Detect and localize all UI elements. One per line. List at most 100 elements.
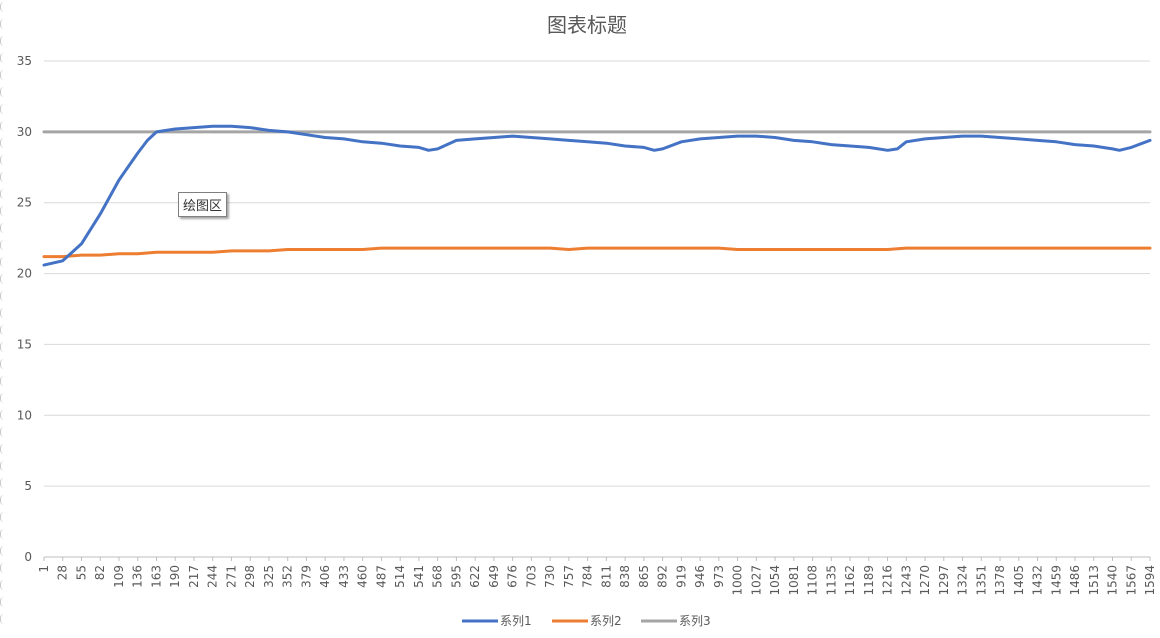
edge-mark [0, 495, 5, 505]
x-tick-label: 1459 [1049, 565, 1063, 596]
legend-label-1: 系列1 [500, 614, 532, 628]
x-tick-label: 136 [131, 565, 145, 588]
x-tick-label: 352 [281, 565, 295, 588]
edge-mark [0, 597, 5, 607]
x-tick-label: 1027 [749, 565, 763, 596]
x-tick-label: 1 [37, 565, 51, 573]
edge-mark [0, 87, 5, 97]
axes: 0 5 10 15 20 25 30 35 1 28 55 82 109 136 163 190 217 244 2… [17, 54, 1157, 596]
series-line-2 [42, 246, 1152, 259]
edge-mark [0, 478, 5, 488]
x-tick-label: 433 [337, 565, 351, 588]
y-tick-label: 35 [17, 54, 32, 68]
legend-label-3: 系列3 [679, 614, 711, 628]
edge-mark [0, 359, 5, 369]
legend-label-2: 系列2 [590, 614, 622, 628]
edge-mark [0, 546, 5, 556]
y-tick-label: 20 [17, 267, 32, 281]
x-tick-label: 1081 [787, 565, 801, 596]
edge-mark [0, 444, 5, 454]
edge-mark [0, 274, 5, 284]
edge-mark [0, 104, 5, 114]
edge-mark [0, 206, 5, 216]
x-tick-label: 1351 [974, 565, 988, 596]
x-tick-label: 1486 [1068, 565, 1082, 596]
edge-mark [0, 19, 5, 29]
edge-mark [0, 257, 5, 267]
y-tick-label: 0 [24, 550, 32, 564]
x-tick-label: 973 [712, 565, 726, 588]
edge-mark [0, 461, 5, 471]
x-tick-label: 568 [431, 565, 445, 588]
gridlines [44, 60, 1150, 487]
edge-mark [0, 410, 5, 420]
edge-mark [0, 53, 5, 63]
series-lines [42, 124, 1152, 267]
edge-mark [0, 614, 5, 624]
y-tick-label: 10 [17, 408, 32, 422]
y-tick-label: 25 [17, 196, 32, 210]
x-tick-label: 1108 [806, 565, 820, 596]
x-tick-label: 1270 [918, 565, 932, 596]
x-tick-label: 217 [187, 565, 201, 588]
x-tick-label: 919 [674, 565, 688, 588]
x-tick-label: 865 [637, 565, 651, 588]
x-tick-label: 1000 [731, 565, 745, 596]
edge-mark [0, 427, 5, 437]
x-tick-label: 622 [468, 565, 482, 588]
x-tick-label: 82 [93, 565, 107, 580]
edge-mark [0, 121, 5, 131]
x-tick-label: 1054 [768, 565, 782, 596]
x-tick-label: 1243 [899, 565, 913, 596]
x-tick-label: 109 [112, 565, 126, 588]
x-tick-label: 946 [693, 565, 707, 588]
x-tick-label: 1567 [1124, 565, 1138, 596]
edge-mark [0, 342, 5, 352]
edge-mark [0, 291, 5, 301]
x-tick-label: 1324 [956, 565, 970, 596]
x-tick-label: 271 [224, 565, 238, 588]
x-tick-label: 649 [487, 565, 501, 588]
y-tick-label: 5 [24, 479, 32, 493]
edge-mark [0, 223, 5, 233]
x-tick-label: 838 [618, 565, 632, 588]
edge-mark [0, 240, 5, 250]
chart-title: 图表标题 [547, 13, 627, 37]
x-tick-label: 1216 [881, 565, 895, 596]
edge-mark [0, 172, 5, 182]
x-tick-label: 460 [356, 565, 370, 588]
x-tick-label: 1513 [1087, 565, 1101, 596]
series-line-1 [42, 124, 1152, 267]
y-tick-label: 30 [17, 125, 32, 139]
edge-mark [0, 189, 5, 199]
edge-mark [0, 2, 5, 12]
edge-mark [0, 376, 5, 386]
edge-mark [0, 512, 5, 522]
x-tick-label: 676 [506, 565, 520, 588]
x-tick-label: 28 [56, 565, 70, 580]
x-tick-label: 487 [374, 565, 388, 588]
x-tick-label: 1189 [862, 565, 876, 596]
x-tick-label: 1594 [1143, 565, 1157, 596]
plot-area-tooltip: 绘图区 [178, 192, 228, 217]
x-tick-label: 1378 [993, 565, 1007, 596]
x-tick-label: 163 [149, 565, 163, 588]
edge-mark [0, 563, 5, 573]
edge-mark [0, 36, 5, 46]
y-tick-label: 15 [17, 337, 32, 351]
x-tick-label: 730 [543, 565, 557, 588]
x-tick-label: 514 [393, 565, 407, 588]
x-tick-label: 703 [524, 565, 538, 588]
x-tick-label: 1162 [843, 565, 857, 596]
edge-mark [0, 155, 5, 165]
x-tick-label: 1405 [1012, 565, 1026, 596]
legend: 系列1 系列2 系列3 [462, 614, 711, 628]
edge-mark [0, 580, 5, 590]
x-tick-label: 1297 [937, 565, 951, 596]
x-tick-label: 406 [318, 565, 332, 588]
x-tick-label: 325 [262, 565, 276, 588]
x-tick-label: 892 [656, 565, 670, 588]
x-tick-label: 1540 [1106, 565, 1120, 596]
edge-mark [0, 70, 5, 80]
